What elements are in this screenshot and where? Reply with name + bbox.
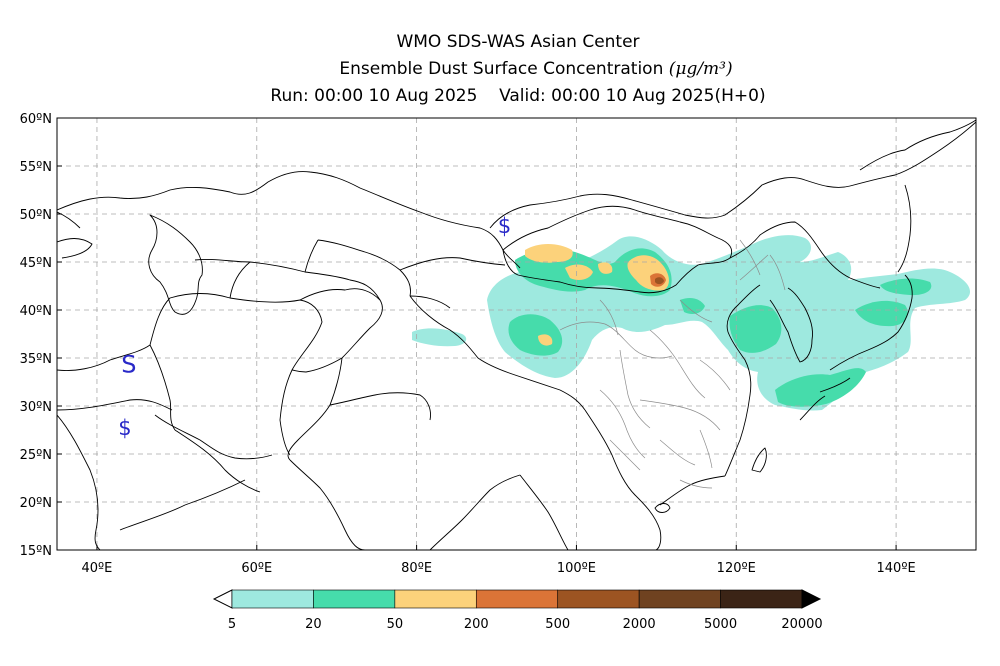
- colorbar-under-arrow: [212, 589, 233, 609]
- colorbar-label: 20000: [781, 617, 822, 632]
- afghanistan-border: [291, 288, 383, 373]
- colorbar-segment: [557, 589, 640, 609]
- colorbar-segment: [475, 589, 559, 609]
- taiwan-coast: [751, 447, 767, 473]
- dust-area-level-1-b: [412, 328, 467, 347]
- colorbar-segment: [720, 589, 803, 609]
- colorbar: 5 20 50 200 500 2000 5000 20000: [212, 589, 823, 632]
- himalaya-border: [409, 295, 586, 411]
- dust-area-level-2-e: [855, 300, 908, 327]
- lat-tick-label: 60ºN: [20, 112, 52, 127]
- russia-north: [489, 121, 976, 229]
- india-coast: [289, 459, 521, 550]
- sakhalin-coast: [897, 184, 912, 273]
- dust-concentration-field: [412, 235, 971, 411]
- dust-area-level-3: [525, 244, 573, 263]
- iran-border: [149, 293, 323, 456]
- lon-tick-label: 80ºE: [401, 561, 432, 576]
- lat-tick-label: 50ºN: [20, 208, 52, 223]
- kazakhstan-south: [399, 257, 506, 309]
- colorbar-segment: [313, 589, 396, 609]
- dust-area-level-3-d: [598, 262, 613, 274]
- map-subtitle: Ensemble Dust Surface Concentration (μg/…: [36, 58, 1000, 80]
- kazakhstan-border: [57, 171, 521, 269]
- colorbar-segment: [231, 589, 314, 609]
- southeast-asia-coast: [519, 409, 726, 550]
- lat-tick-label: 20ºN: [20, 496, 52, 511]
- lon-tick-label: 140ºE: [877, 561, 916, 576]
- plot-area: [57, 118, 976, 550]
- japan-coast: [799, 274, 913, 421]
- colorbar-segment: [394, 589, 477, 609]
- colorbar-label: 2000: [623, 617, 656, 632]
- graticule: [57, 118, 976, 550]
- lat-tick-label: 30ºN: [20, 400, 52, 415]
- arabia-south: [119, 479, 246, 531]
- colorbar-label: 50: [387, 617, 404, 632]
- hainan-coast: [654, 503, 671, 513]
- caspian-sea-coast: [148, 214, 203, 315]
- valid-time: Valid: 00:00 10 Aug 2025(H+0): [499, 86, 766, 106]
- colorbar-label: 5000: [704, 617, 737, 632]
- arabia-coast: [57, 414, 101, 550]
- lat-tick-label: 40ºN: [20, 304, 52, 319]
- colorbar-label: 200: [464, 617, 489, 632]
- run-valid-line: Run: 00:00 10 Aug 2025 Valid: 00:00 10 A…: [18, 85, 1000, 107]
- korea-coast: [769, 287, 813, 363]
- dust-area-level-5: [655, 277, 664, 285]
- mongolia-border: [502, 205, 733, 294]
- station-symbols: $ S $: [118, 214, 511, 440]
- dust-area-level-2-d: [775, 368, 866, 407]
- colorbar-label: 500: [545, 617, 570, 632]
- map-frame: [56, 117, 977, 551]
- lon-tick-label: 60ºE: [241, 561, 272, 576]
- colorbar-segment: [638, 589, 721, 609]
- lon-tick-label: 40ºE: [82, 561, 113, 576]
- province-lines: [559, 239, 786, 489]
- station-symbol: $: [498, 214, 511, 238]
- station-symbol: S: [121, 350, 136, 378]
- subtitle-text: Ensemble Dust Surface Concentration: [339, 59, 669, 79]
- lat-tick-label: 35ºN: [20, 352, 52, 367]
- subtitle-unit: (μg/m³): [668, 59, 733, 79]
- map-title: WMO SDS-WAS Asian Center: [396, 32, 640, 52]
- china-province-borders: [559, 239, 786, 489]
- run-time: Run: 00:00 10 Aug 2025: [270, 86, 478, 106]
- axis-ticks: 60ºN 55ºN 50ºN 45ºN 40ºN 35ºN 30ºN 25ºN 20ºN 15ºN…: [20, 112, 916, 576]
- dust-area-level-3-b: [565, 264, 593, 280]
- station-symbol: $: [118, 416, 131, 440]
- colorbar-label: 5: [228, 617, 236, 632]
- kamchatka-coast: [859, 119, 976, 171]
- lat-tick-label: 45ºN: [20, 256, 52, 271]
- black-sea-coast: [57, 211, 93, 259]
- pakistan-india-border: [287, 357, 431, 461]
- colorbar-label: 20: [305, 617, 322, 632]
- dust-area-level-2-c: [729, 305, 782, 353]
- lat-tick-label: 55ºN: [20, 160, 52, 175]
- persian-gulf-coast: [154, 414, 273, 460]
- lat-tick-label: 25ºN: [20, 448, 52, 463]
- dust-area-level-3-e: [538, 334, 553, 346]
- colorbar-over-arrow: [801, 589, 822, 609]
- central-asia-border: [194, 239, 411, 301]
- lat-tick-label: 15ºN: [20, 544, 52, 559]
- lon-tick-label: 120ºE: [717, 561, 756, 576]
- dust-area-level-2-f: [880, 278, 932, 296]
- lon-tick-label: 100ºE: [557, 561, 596, 576]
- country-borders: [57, 119, 976, 550]
- arabia-interior: [57, 344, 261, 493]
- northeast-china-border: [729, 221, 881, 289]
- china-coast: [724, 284, 761, 477]
